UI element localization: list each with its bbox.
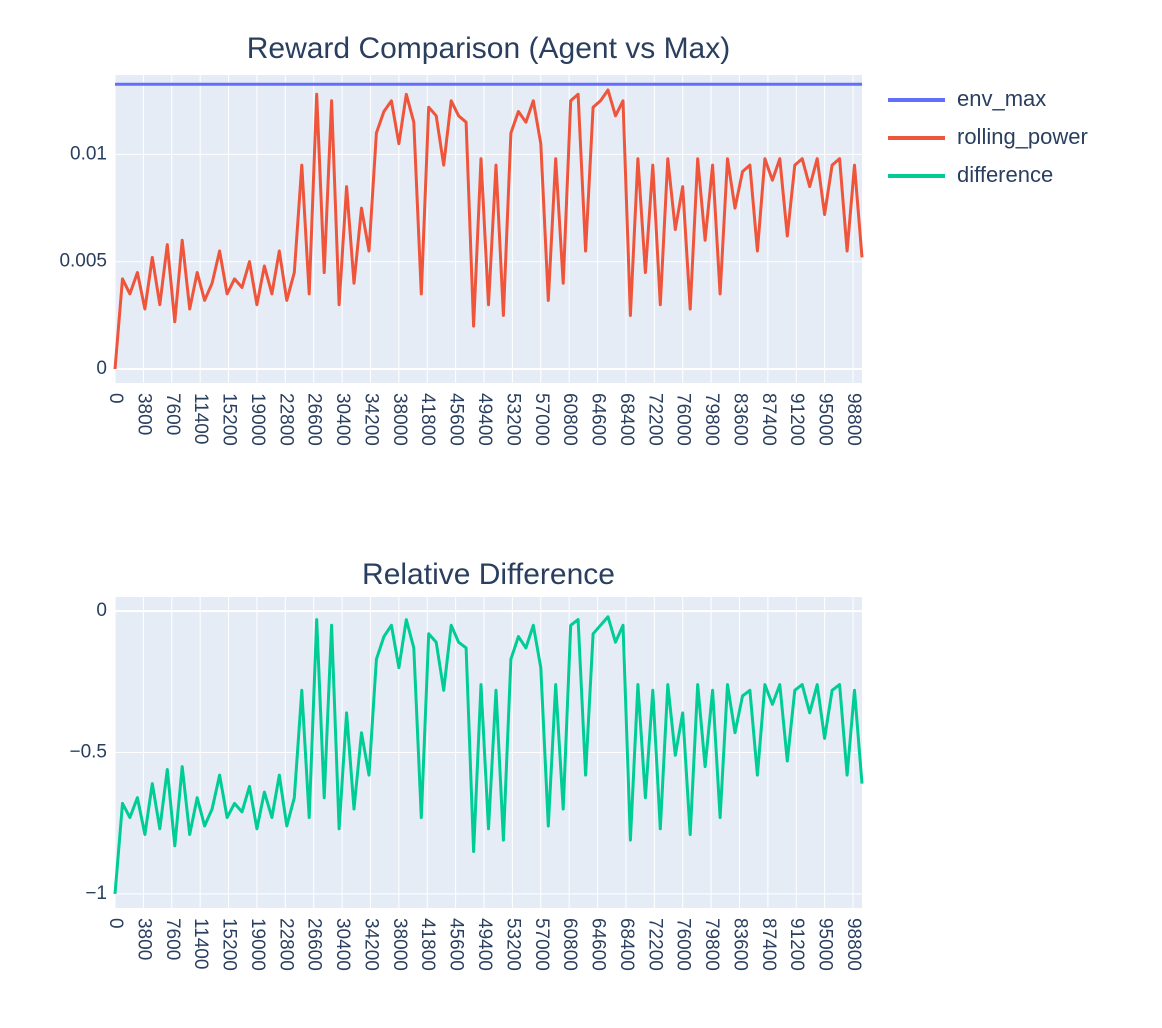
x-tick-label: 30400 xyxy=(332,918,353,971)
legend-label: difference xyxy=(957,162,1053,187)
x-tick-label: 22800 xyxy=(275,393,296,446)
series-line xyxy=(113,88,864,370)
x-tick-label: 45600 xyxy=(446,393,467,446)
x-tick-label: 26600 xyxy=(304,393,325,446)
chart-title: Reward Comparison (Agent vs Max) xyxy=(247,32,731,65)
x-tick-label: 76000 xyxy=(673,393,694,446)
x-tick-label: 68400 xyxy=(616,393,637,446)
x-tick-label: 41800 xyxy=(417,393,438,446)
x-tick-label: 91200 xyxy=(786,393,807,446)
x-tick-label: 98800 xyxy=(843,393,864,446)
x-tick-label: 7600 xyxy=(162,393,183,435)
x-tick-label: 72200 xyxy=(644,393,665,446)
x-tick-label: 83600 xyxy=(729,918,750,971)
x-tick-label: 72200 xyxy=(644,918,665,971)
x-tick-label: 95000 xyxy=(815,918,836,971)
x-tick-label: 30400 xyxy=(332,393,353,446)
y-tick-label: 0 xyxy=(96,600,107,621)
x-tick-label: 60800 xyxy=(559,393,580,446)
x-tick-label: 57000 xyxy=(531,393,552,446)
x-tick-label: 7600 xyxy=(162,918,183,960)
x-tick-label: 38000 xyxy=(389,918,410,971)
x-tick-label: 34200 xyxy=(360,918,381,971)
x-tick-label: 79800 xyxy=(701,918,722,971)
y-tick-label: 0 xyxy=(96,358,107,379)
x-tick-label: 49400 xyxy=(474,393,495,446)
y-tick-label: 0.01 xyxy=(70,143,107,164)
x-tick-label: 19000 xyxy=(247,918,268,971)
x-tick-label: 11400 xyxy=(190,393,211,444)
x-tick-label: 3800 xyxy=(133,918,154,960)
legend-label: env_max xyxy=(957,86,1046,111)
x-tick-label: 26600 xyxy=(304,918,325,971)
x-tick-label: 57000 xyxy=(531,918,552,971)
x-tick-label: 45600 xyxy=(446,918,467,971)
x-tick-label: 60800 xyxy=(559,918,580,971)
x-tick-label: 64600 xyxy=(588,918,609,971)
x-tick-label: 0 xyxy=(105,393,126,404)
x-tick-label: 87400 xyxy=(758,393,779,446)
x-tick-label: 87400 xyxy=(758,918,779,971)
x-tick-label: 15200 xyxy=(219,393,240,446)
plot-area xyxy=(115,75,862,383)
x-tick-label: 91200 xyxy=(786,918,807,971)
x-tick-label: 53200 xyxy=(502,393,523,446)
x-tick-label: 22800 xyxy=(275,918,296,971)
chart-title: Relative Difference xyxy=(362,558,615,591)
x-tick-label: 95000 xyxy=(815,393,836,446)
y-tick-label: −1 xyxy=(85,883,107,904)
x-tick-label: 34200 xyxy=(360,393,381,446)
x-tick-label: 38000 xyxy=(389,393,410,446)
y-tick-label: −0.5 xyxy=(69,742,107,763)
legend-label: rolling_power xyxy=(957,124,1088,149)
x-tick-label: 79800 xyxy=(701,393,722,446)
x-tick-label: 15200 xyxy=(219,918,240,971)
y-tick-label: 0.005 xyxy=(59,251,107,272)
x-tick-label: 3800 xyxy=(133,393,154,435)
x-tick-label: 41800 xyxy=(417,918,438,971)
x-tick-label: 0 xyxy=(105,918,126,929)
x-tick-label: 53200 xyxy=(502,918,523,971)
x-tick-label: 49400 xyxy=(474,918,495,971)
x-tick-label: 11400 xyxy=(190,918,211,969)
x-tick-label: 98800 xyxy=(843,918,864,971)
x-tick-label: 68400 xyxy=(616,918,637,971)
x-tick-label: 64600 xyxy=(588,393,609,446)
x-tick-label: 83600 xyxy=(729,393,750,446)
x-tick-label: 76000 xyxy=(673,918,694,971)
x-tick-label: 19000 xyxy=(247,393,268,446)
series-line xyxy=(113,615,864,895)
